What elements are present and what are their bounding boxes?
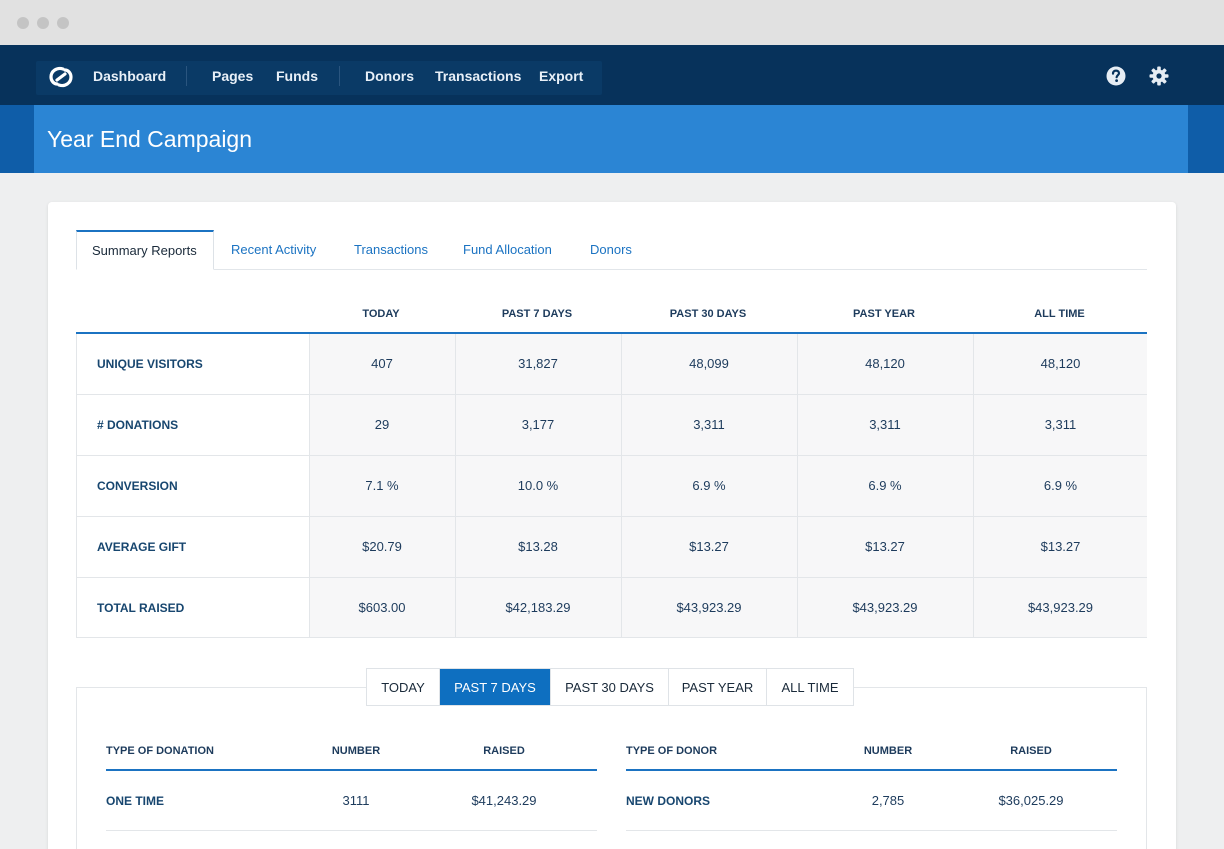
period-past-30-days-button[interactable]: PAST 30 DAYS <box>551 669 669 705</box>
column-header-past-30-days: PAST 30 DAYS <box>669 308 747 320</box>
table-cell: $13.28 <box>518 539 558 554</box>
table-cell: $13.27 <box>865 539 905 554</box>
table-cell: 3,311 <box>693 417 725 432</box>
table-cell: $20.79 <box>362 539 402 554</box>
page-banner: Year End Campaign <box>34 105 1188 173</box>
donation-table-rule <box>106 769 597 771</box>
header-type-of-donor: TYPE OF DONOR <box>626 745 718 757</box>
row-label-average-gift: AVERAGE GIFT <box>97 540 187 554</box>
browser-chrome <box>0 0 1224 45</box>
donation-number: 3111 <box>342 793 370 808</box>
row-divider <box>626 830 1117 831</box>
column-header-past-7-days: PAST 7 DAYS <box>501 308 573 320</box>
table-header-rule <box>76 332 1147 334</box>
tab-fund-allocation[interactable]: Fund Allocation <box>463 242 552 257</box>
table-cell: 48,120 <box>1040 356 1081 371</box>
donor-raised: $36,025.29 <box>998 793 1064 808</box>
row-label-conversion: CONVERSION <box>97 479 178 493</box>
report-card: Summary Reports Recent Activity Transact… <box>48 202 1176 849</box>
tab-summary-reports[interactable]: Summary Reports <box>76 230 214 270</box>
top-navigation: Dashboard Pages Funds Donors Transaction… <box>0 45 1224 105</box>
table-cell: $603.00 <box>358 600 406 615</box>
table-cell: $13.27 <box>689 539 729 554</box>
window-minimize-dot[interactable] <box>37 17 49 29</box>
donation-raised: $41,243.29 <box>471 793 537 808</box>
column-divider <box>797 334 798 637</box>
row-label-donations: # DONATIONS <box>97 418 179 432</box>
page-title: Year End Campaign <box>47 126 253 152</box>
nav-group <box>36 61 602 95</box>
column-divider <box>621 334 622 637</box>
nav-divider <box>186 66 187 86</box>
table-cell: $43,923.29 <box>852 600 918 615</box>
row-label-total-raised: TOTAL RAISED <box>97 601 185 615</box>
column-header-past-year: PAST YEAR <box>853 308 915 320</box>
table-cell: 7.1 % <box>365 478 399 493</box>
row-divider <box>77 455 1147 456</box>
row-divider <box>77 577 1147 578</box>
logo-icon[interactable] <box>48 66 74 88</box>
row-divider <box>77 516 1147 517</box>
header-raised: RAISED <box>1010 745 1052 757</box>
table-cell: $42,183.29 <box>505 600 571 615</box>
tab-transactions[interactable]: Transactions <box>354 242 428 257</box>
help-icon[interactable] <box>1106 66 1126 86</box>
header-number: NUMBER <box>863 745 913 757</box>
donor-number: 2,785 <box>871 793 905 808</box>
nav-donors[interactable]: Donors <box>365 68 414 84</box>
row-divider <box>77 394 1147 395</box>
row-divider <box>106 830 597 831</box>
header-raised: RAISED <box>483 745 525 757</box>
donor-type-label: NEW DONORS <box>626 794 710 808</box>
window-maximize-dot[interactable] <box>57 17 69 29</box>
donor-table-rule <box>626 769 1117 771</box>
table-cell: 3,311 <box>1044 417 1077 432</box>
header-type-of-donation: TYPE OF DONATION <box>106 745 214 757</box>
period-past-year-button[interactable]: PAST YEAR <box>669 669 767 705</box>
tab-recent-activity[interactable]: Recent Activity <box>231 242 317 257</box>
column-header-all-time: ALL TIME <box>1034 308 1085 320</box>
header-number: NUMBER <box>331 745 381 757</box>
breakdown-panel <box>76 687 1147 849</box>
nav-export[interactable]: Export <box>539 68 584 84</box>
window-close-dot[interactable] <box>17 17 29 29</box>
tabs-divider <box>76 269 1147 270</box>
table-cell: 6.9 % <box>692 478 726 493</box>
donation-type-label: ONE TIME <box>106 794 165 808</box>
table-cell: 31,827 <box>518 356 558 371</box>
period-selector: TODAY PAST 7 DAYS PAST 30 DAYS PAST YEAR… <box>366 668 854 706</box>
row-label-unique-visitors: UNIQUE VISITORS <box>97 357 203 371</box>
column-divider <box>455 334 456 637</box>
table-cell: 3,311 <box>869 417 901 432</box>
table-cell: 10.0 % <box>517 478 559 493</box>
summary-table: UNIQUE VISITORS 407 31,827 48,099 48,120… <box>76 334 1147 638</box>
column-header-today: TODAY <box>362 308 400 320</box>
tab-donors[interactable]: Donors <box>590 242 632 257</box>
nav-transactions[interactable]: Transactions <box>435 68 522 84</box>
summary-values-area <box>309 334 1147 637</box>
nav-pages[interactable]: Pages <box>212 68 254 84</box>
column-divider <box>309 334 310 637</box>
table-cell: $43,923.29 <box>1027 600 1094 615</box>
table-cell: $43,923.29 <box>676 600 742 615</box>
table-cell: 48,120 <box>865 356 905 371</box>
table-cell: $13.27 <box>1040 539 1081 554</box>
period-today-button[interactable]: TODAY <box>367 669 440 705</box>
period-all-time-button[interactable]: ALL TIME <box>781 679 839 695</box>
nav-funds[interactable]: Funds <box>276 68 318 84</box>
table-cell: 407 <box>371 356 393 371</box>
table-cell: 6.9 % <box>868 478 902 493</box>
nav-divider <box>339 66 340 86</box>
table-cell: 48,099 <box>689 356 729 371</box>
table-cell: 3,177 <box>521 417 555 432</box>
nav-dashboard[interactable]: Dashboard <box>93 68 167 84</box>
table-cell: 6.9 % <box>1043 478 1078 493</box>
period-past-7-days-button[interactable]: PAST 7 DAYS <box>440 669 551 705</box>
column-divider <box>973 334 974 637</box>
settings-gear-icon[interactable] <box>1149 66 1169 86</box>
table-cell: 29 <box>374 417 390 432</box>
